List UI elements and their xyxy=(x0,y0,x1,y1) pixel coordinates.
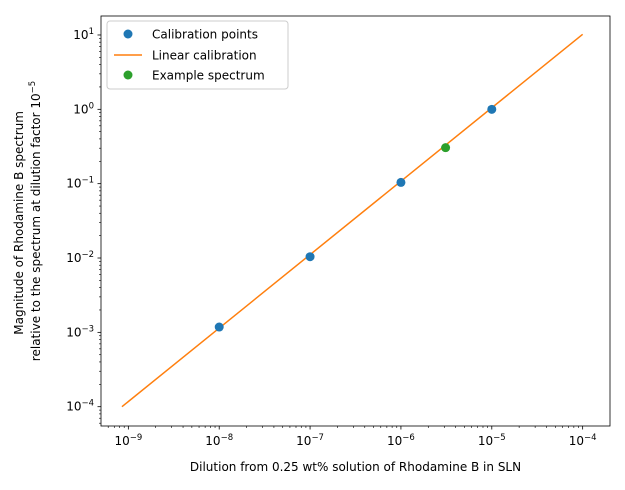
y-axis-label-line1: Magnitude of Rhodamine B spectrum xyxy=(12,111,26,335)
y-tick-label: 10−4 xyxy=(66,399,94,414)
legend-label-calibration-points: Calibration points xyxy=(152,28,258,42)
major-ticks xyxy=(97,34,584,430)
y-tick-labels: 10−4 10−3 10−2 10−1 100 101 xyxy=(66,27,94,414)
series-layer xyxy=(121,33,584,408)
x-tick-label: 10−6 xyxy=(387,433,415,448)
legend: Calibration points Linear calibration Ex… xyxy=(106,20,289,90)
x-axis-label: Dilution from 0.25 wt% solution of Rhoda… xyxy=(190,460,521,474)
legend-label-example-spectrum: Example spectrum xyxy=(152,69,265,83)
y-axis-label-line2-text: relative to the spectrum at dilution fac… xyxy=(29,93,43,361)
series-line-linear-calibration xyxy=(121,33,584,408)
y-tick-label: 101 xyxy=(73,27,94,42)
y-tick-label: 100 xyxy=(73,101,94,116)
x-tick-label: 10−7 xyxy=(296,433,324,448)
y-axis-label: Magnitude of Rhodamine B spectrum relati… xyxy=(12,81,43,361)
x-tick-labels: 10−9 10−8 10−7 10−6 10−5 10−4 xyxy=(114,433,596,448)
data-point-calibration-points xyxy=(396,177,406,187)
plot-frame xyxy=(100,15,611,427)
y-tick-label: 10−2 xyxy=(66,250,94,265)
legend-box xyxy=(106,20,289,90)
y-tick-label: 10−3 xyxy=(66,324,94,339)
legend-label-linear-calibration: Linear calibration xyxy=(152,49,257,63)
y-tick-label: 10−1 xyxy=(66,176,94,191)
x-tick-label: 10−8 xyxy=(205,433,233,448)
data-point-example-spectrum xyxy=(441,143,451,153)
data-point-calibration-points xyxy=(214,322,224,332)
x-tick-label: 10−9 xyxy=(114,433,142,448)
legend-marker-example-spectrum xyxy=(123,70,133,80)
x-tick-label: 10−4 xyxy=(569,433,597,448)
x-tick-label: 10−5 xyxy=(478,433,506,448)
data-point-calibration-points xyxy=(487,104,497,114)
legend-marker-calibration-points xyxy=(123,29,133,39)
data-point-calibration-points xyxy=(305,252,315,262)
y-axis-label-line2: relative to the spectrum at dilution fac… xyxy=(28,81,43,361)
y-axis-label-exponent: −5 xyxy=(28,81,38,94)
